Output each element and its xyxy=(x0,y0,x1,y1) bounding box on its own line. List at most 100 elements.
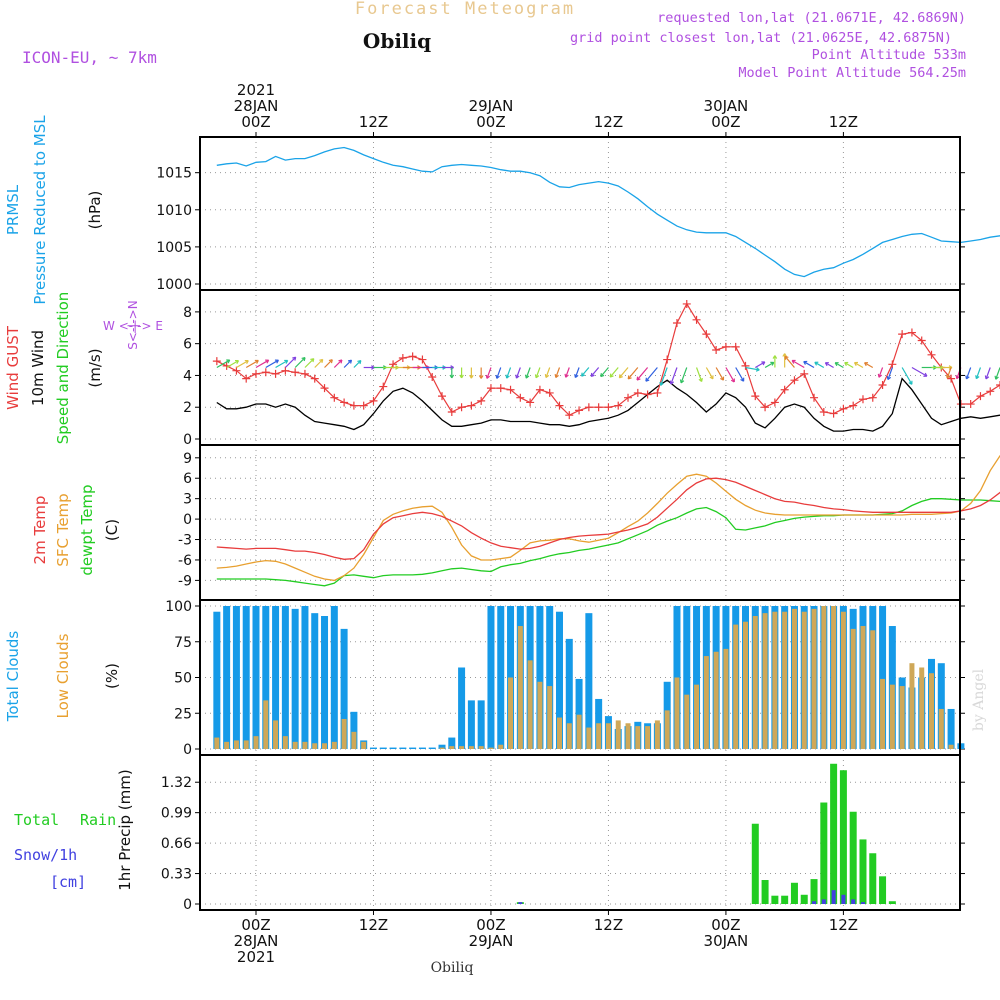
gust-marker xyxy=(702,330,711,339)
total-cloud-bar xyxy=(565,638,573,749)
label-temp2m: 2m Temp xyxy=(31,496,49,565)
rain-bar xyxy=(810,879,818,904)
gust-marker xyxy=(242,374,251,383)
low-cloud-bar xyxy=(694,684,700,749)
gust-marker xyxy=(672,319,681,328)
bottom-time-label: 28JAN xyxy=(234,932,279,950)
total-cloud-bar xyxy=(213,611,221,749)
low-cloud-bar xyxy=(713,651,719,749)
bottom-time-label: 2021 xyxy=(237,948,275,966)
top-time-label: 2021 xyxy=(237,81,275,99)
label-snow-unit: [cm] xyxy=(50,873,86,891)
gust-marker xyxy=(584,403,593,412)
wind-arrowhead xyxy=(244,359,249,365)
total-cloud-bar xyxy=(252,606,260,749)
total-cloud-bar xyxy=(693,606,701,749)
low-cloud-bar xyxy=(791,608,797,749)
gust-marker xyxy=(712,346,721,355)
wind-arrowhead xyxy=(347,359,353,364)
total-cloud-bar xyxy=(301,606,309,749)
y-tick-label: 0.33 xyxy=(161,867,192,883)
total-cloud-bar xyxy=(350,711,358,749)
bottom-time-label: 29JAN xyxy=(469,932,514,950)
wind-arrow xyxy=(660,367,668,386)
wind-arrowhead xyxy=(803,360,808,365)
gust-marker xyxy=(966,400,975,409)
low-cloud-bar xyxy=(703,656,709,749)
gust-marker xyxy=(819,407,828,416)
gust-marker xyxy=(359,401,368,410)
gust-marker xyxy=(575,406,584,415)
bottom-time-label: 12Z xyxy=(594,916,623,934)
y-tick-label: 75 xyxy=(174,635,192,651)
gust-marker xyxy=(408,352,417,361)
y-tick-label: 1000 xyxy=(156,277,192,293)
wind-arrowhead xyxy=(679,379,685,384)
top-time-label: 12Z xyxy=(829,113,858,131)
wind-arrow xyxy=(618,367,629,379)
wind-arrow xyxy=(725,367,735,383)
gust-marker xyxy=(555,401,564,410)
total-cloud-bar xyxy=(428,747,436,749)
y-tick-label: 0 xyxy=(183,512,192,528)
label-low-clouds: Low Clouds xyxy=(54,633,72,718)
total-cloud-bar xyxy=(575,678,583,749)
gust-marker xyxy=(643,390,652,399)
total-cloud-bar xyxy=(379,747,387,749)
total-cloud-bar xyxy=(281,606,289,749)
wind-arrow xyxy=(901,367,913,385)
rain-bar xyxy=(800,894,808,904)
dewpoint-line xyxy=(216,498,1000,587)
compass-we: W <-|-> E xyxy=(103,319,163,333)
wind-arrowhead xyxy=(761,361,766,366)
wind-arrowhead xyxy=(772,355,778,359)
bottom-time-label: 30JAN xyxy=(704,932,749,950)
total-cloud-bar xyxy=(458,667,466,749)
snow-bar xyxy=(841,894,846,904)
low-cloud-bar xyxy=(331,741,337,749)
low-cloud-bar xyxy=(733,624,739,749)
total-cloud-bar xyxy=(467,700,475,749)
low-cloud-bar xyxy=(664,710,670,749)
wind-arrow xyxy=(555,367,561,378)
wind-arrowhead xyxy=(669,380,675,385)
gust-marker xyxy=(310,374,319,383)
total-cloud-bar xyxy=(272,606,280,749)
low-cloud-bar xyxy=(625,723,631,749)
wind-arrow xyxy=(844,362,854,369)
total-cloud-bar xyxy=(399,747,407,749)
model-label: ICON-EU, ~ 7km xyxy=(22,48,157,67)
low-cloud-bar xyxy=(547,686,553,749)
wind-arrow xyxy=(764,361,775,369)
wind-arrowhead xyxy=(544,374,550,379)
gust-marker xyxy=(232,366,241,375)
y-tick-label: 1015 xyxy=(156,166,192,182)
low-cloud-bar xyxy=(948,744,954,749)
gust-marker xyxy=(721,342,730,351)
wind-arrow xyxy=(975,367,982,379)
low-cloud-bar xyxy=(811,608,817,749)
wind-arrowhead xyxy=(908,380,913,385)
wind-arrow xyxy=(515,367,521,379)
rain-bar xyxy=(790,882,798,904)
y-tick-label: 2 xyxy=(183,400,192,416)
low-cloud-bar xyxy=(566,723,572,749)
label-gust: Wind GUST xyxy=(4,325,22,410)
y-tick-label: 9 xyxy=(183,451,192,467)
wind-arrow xyxy=(965,367,972,380)
wind-arrow xyxy=(803,361,815,369)
wind-arrowhead xyxy=(574,374,579,379)
low-cloud-bar xyxy=(596,723,602,749)
gust-marker xyxy=(849,401,858,410)
wind-arrow xyxy=(304,358,315,368)
low-cloud-bar xyxy=(831,606,837,749)
wind-arrowhead xyxy=(782,353,787,357)
low-cloud-bar xyxy=(801,611,807,749)
wind-arrowhead xyxy=(618,374,623,379)
low-cloud-bar xyxy=(282,736,288,749)
sfc-temp-line xyxy=(216,455,1000,582)
gridpoint-coords: grid point closest lon,lat (21.0625E, 42… xyxy=(570,30,952,46)
gust-marker xyxy=(692,315,701,324)
rain-bar xyxy=(849,811,857,904)
low-cloud-bar xyxy=(556,717,562,749)
